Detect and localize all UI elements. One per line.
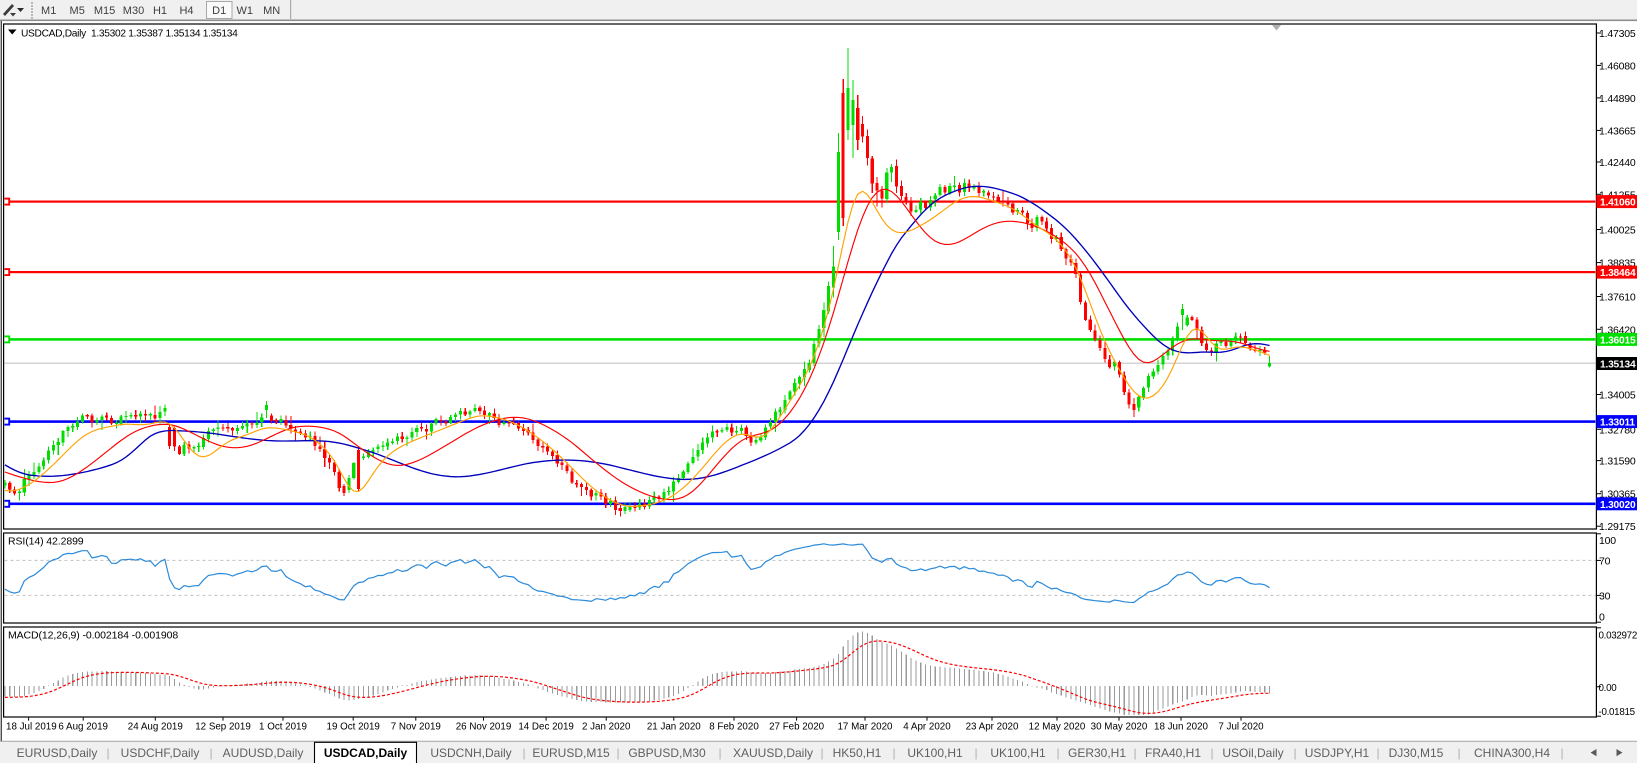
svg-text:USDJPY,H1: USDJPY,H1 [1305,746,1370,760]
svg-text:1.47305: 1.47305 [1599,28,1636,40]
svg-text:D1: D1 [212,5,226,17]
svg-text:1.43665: 1.43665 [1599,125,1636,137]
svg-text:17 Mar 2020: 17 Mar 2020 [837,722,893,733]
svg-text:1 Oct 2019: 1 Oct 2019 [259,722,307,733]
svg-text:|: | [974,746,977,760]
svg-text:1.33011: 1.33011 [1600,418,1635,429]
svg-text:|: | [1056,746,1059,760]
svg-text:FRA40,H1: FRA40,H1 [1145,746,1201,760]
svg-text:|: | [1457,746,1460,760]
svg-text:H4: H4 [179,5,193,17]
svg-text:-0.01815: -0.01815 [1599,707,1636,718]
svg-text:UK100,H1: UK100,H1 [990,746,1046,760]
svg-text:|: | [1293,746,1296,760]
svg-text:RSI(14) 42.2899: RSI(14) 42.2899 [8,536,84,548]
svg-text:8 Feb 2020: 8 Feb 2020 [709,722,759,733]
svg-text:1.38464: 1.38464 [1600,268,1636,279]
svg-text:6 Aug 2019: 6 Aug 2019 [58,722,108,733]
svg-text:USDCAD,Daily: USDCAD,Daily [324,746,408,760]
svg-text:1.30020: 1.30020 [1600,500,1636,511]
svg-text:1.37610: 1.37610 [1599,292,1636,304]
svg-text:EURUSD,M15: EURUSD,M15 [532,746,610,760]
svg-text:0.00: 0.00 [1599,683,1618,694]
svg-text:|: | [1210,746,1213,760]
svg-text:27 Feb 2020: 27 Feb 2020 [769,722,825,733]
svg-text:1.35134: 1.35134 [1600,360,1636,371]
svg-text:|: | [522,746,525,760]
svg-text:7 Nov 2019: 7 Nov 2019 [391,722,441,733]
svg-text:18 Jul 2019: 18 Jul 2019 [6,722,57,733]
svg-text:1.42440: 1.42440 [1599,157,1636,169]
svg-text:|: | [892,746,895,760]
svg-text:1.40025: 1.40025 [1599,225,1636,237]
svg-text:30 May 2020: 30 May 2020 [1091,722,1148,733]
svg-text:0.032972: 0.032972 [1599,631,1637,642]
svg-text:W1: W1 [236,5,253,17]
svg-text:CHINA300,H4: CHINA300,H4 [1474,746,1550,760]
svg-text:DJ30,M15: DJ30,M15 [1389,746,1444,760]
svg-text:USDCHF,Daily: USDCHF,Daily [121,746,200,760]
svg-text:100: 100 [1599,535,1616,547]
svg-text:1.44890: 1.44890 [1599,93,1636,105]
svg-text:19 Oct 2019: 19 Oct 2019 [327,722,380,733]
svg-text:M1: M1 [41,5,56,17]
svg-text:14 Dec 2019: 14 Dec 2019 [518,722,574,733]
svg-text:|: | [616,746,619,760]
svg-text:XAUUSD,Daily: XAUUSD,Daily [733,746,813,760]
svg-text:GBPUSD,M30: GBPUSD,M30 [628,746,706,760]
svg-text:|: | [209,746,212,760]
svg-text:4 Apr 2020: 4 Apr 2020 [903,722,951,733]
svg-text:|: | [820,746,823,760]
svg-text:1.29175: 1.29175 [1599,521,1636,533]
svg-text:MACD(12,26,9) -0.002184 -0.001: MACD(12,26,9) -0.002184 -0.001908 [8,630,178,642]
svg-text:USOil,Daily: USOil,Daily [1222,746,1283,760]
svg-text:M30: M30 [123,5,144,17]
svg-text:|: | [1560,746,1563,760]
svg-text:|: | [718,746,721,760]
svg-text:H1: H1 [153,5,167,17]
svg-text:24 Aug 2019: 24 Aug 2019 [128,722,183,733]
svg-text:M5: M5 [70,5,85,17]
svg-text:18 Jun 2020: 18 Jun 2020 [1154,722,1208,733]
svg-text:|: | [106,746,109,760]
svg-text:1.36015: 1.36015 [1600,335,1636,346]
svg-text:GER30,H1: GER30,H1 [1068,746,1126,760]
svg-text:0: 0 [1599,612,1605,624]
svg-text:|: | [1133,746,1136,760]
svg-text:23 Apr 2020: 23 Apr 2020 [966,722,1019,733]
svg-text:12 Sep 2019: 12 Sep 2019 [195,722,251,733]
svg-text:7 Jul 2020: 7 Jul 2020 [1218,722,1264,733]
svg-text:1.46080: 1.46080 [1599,60,1636,72]
svg-text:21 Jan 2020: 21 Jan 2020 [647,722,701,733]
svg-text:MN: MN [263,5,280,17]
svg-text:USDCNH,Daily: USDCNH,Daily [430,746,511,760]
svg-text:1.31590: 1.31590 [1599,456,1636,468]
svg-text:|: | [1376,746,1379,760]
svg-text:70: 70 [1599,555,1611,567]
svg-text:2 Jan 2020: 2 Jan 2020 [582,722,631,733]
svg-text:1.41060: 1.41060 [1600,198,1636,209]
svg-text:26 Nov 2019: 26 Nov 2019 [456,722,512,733]
svg-text:M15: M15 [94,5,115,17]
svg-text:EURUSD,Daily: EURUSD,Daily [17,746,98,760]
svg-text:UK100,H1: UK100,H1 [907,746,963,760]
svg-text:30: 30 [1599,590,1611,602]
svg-text:1.34005: 1.34005 [1599,390,1636,402]
svg-text:AUDUSD,Daily: AUDUSD,Daily [223,746,304,760]
svg-text:12 May 2020: 12 May 2020 [1029,722,1086,733]
svg-text:USDCAD,Daily 1.35302 1.35387: USDCAD,Daily 1.35302 1.35387 1.35134 1.3… [21,29,238,40]
svg-text:HK50,H1: HK50,H1 [833,746,882,760]
